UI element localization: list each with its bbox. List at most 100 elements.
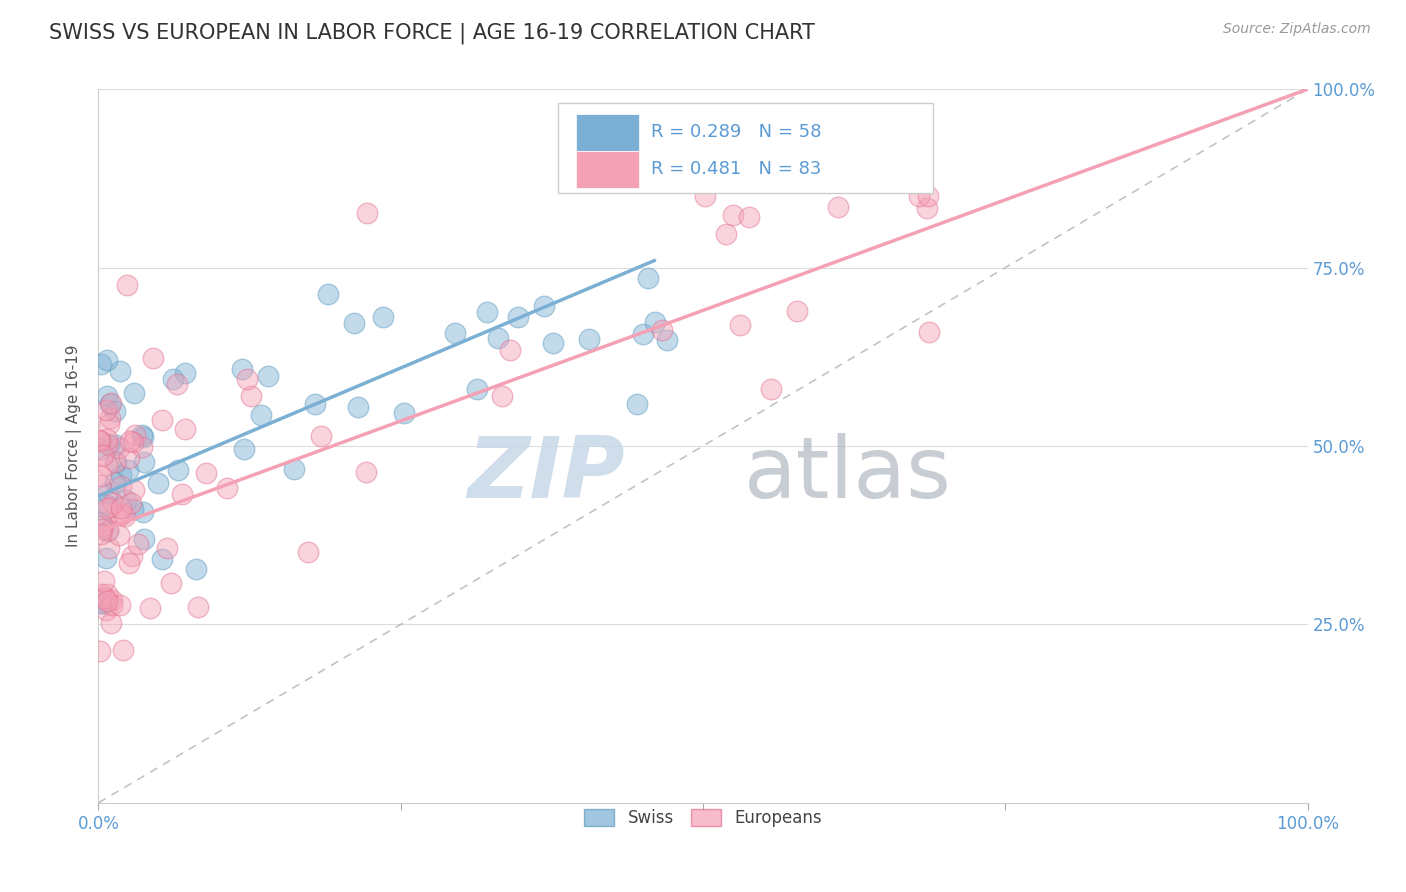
Point — [541, 335, 564, 350]
Point — [486, 331, 509, 345]
Point — [98, 500, 121, 514]
Point — [146, 475, 169, 490]
Point — [644, 315, 666, 329]
Point — [98, 438, 121, 452]
Point — [122, 483, 145, 498]
Point — [170, 487, 193, 501]
Point — [508, 310, 530, 324]
Point — [93, 591, 115, 606]
Point — [117, 463, 139, 477]
Legend: Swiss, Europeans: Swiss, Europeans — [578, 802, 828, 834]
Point — [309, 429, 332, 443]
Point — [626, 397, 648, 411]
Point — [134, 532, 156, 546]
Point — [915, 201, 938, 215]
Point — [100, 616, 122, 631]
Point — [491, 389, 513, 403]
Point — [131, 440, 153, 454]
Point — [371, 310, 394, 324]
Point — [655, 333, 678, 347]
Point — [96, 353, 118, 368]
Point — [283, 462, 305, 476]
Point — [108, 441, 131, 455]
Point — [162, 372, 184, 386]
Text: SWISS VS EUROPEAN IN LABOR FORCE | AGE 16-19 CORRELATION CHART: SWISS VS EUROPEAN IN LABOR FORCE | AGE 1… — [49, 22, 815, 44]
Point — [167, 463, 190, 477]
Point — [115, 278, 138, 293]
Point — [97, 417, 120, 431]
Point — [91, 587, 114, 601]
Point — [110, 468, 132, 483]
Point — [96, 389, 118, 403]
Point — [142, 351, 165, 365]
Point — [239, 389, 262, 403]
Point — [103, 496, 125, 510]
Point — [174, 422, 197, 436]
Point — [98, 541, 121, 555]
Point — [96, 403, 118, 417]
Point — [132, 455, 155, 469]
Point — [108, 598, 131, 612]
Point — [231, 362, 253, 376]
Point — [156, 541, 179, 556]
Y-axis label: In Labor Force | Age 16-19: In Labor Force | Age 16-19 — [66, 344, 83, 548]
Point — [121, 549, 143, 563]
Point — [121, 435, 143, 450]
Point — [257, 368, 280, 383]
Point — [90, 442, 112, 456]
Point — [104, 404, 127, 418]
Point — [721, 208, 744, 222]
Point — [173, 366, 195, 380]
Point — [110, 507, 132, 521]
Point — [908, 189, 931, 203]
Point — [150, 413, 173, 427]
Point — [533, 300, 555, 314]
Point — [236, 371, 259, 385]
Point — [96, 500, 118, 515]
Point — [107, 527, 129, 541]
Point — [120, 496, 142, 510]
Point — [728, 318, 751, 332]
Point — [342, 316, 364, 330]
Point — [250, 409, 273, 423]
Point — [159, 576, 181, 591]
Point — [917, 189, 939, 203]
Point — [114, 508, 136, 523]
Text: atlas: atlas — [744, 433, 952, 516]
Point — [695, 189, 717, 203]
Point — [354, 465, 377, 479]
Point — [94, 603, 117, 617]
Point — [304, 397, 326, 411]
Point — [356, 206, 378, 220]
Point — [108, 508, 131, 522]
Point — [96, 437, 118, 451]
Point — [96, 594, 118, 608]
Point — [104, 455, 127, 469]
Point — [89, 434, 111, 448]
Text: R = 0.289   N = 58: R = 0.289 N = 58 — [651, 123, 821, 141]
Point — [631, 326, 654, 341]
FancyBboxPatch shape — [576, 114, 638, 151]
Point — [233, 442, 256, 456]
Point — [91, 448, 114, 462]
Point — [714, 227, 737, 242]
Point — [110, 479, 132, 493]
Point — [97, 524, 120, 538]
Point — [93, 574, 115, 588]
Point — [96, 498, 118, 512]
Point — [122, 502, 145, 516]
Point — [104, 455, 127, 469]
Point — [104, 475, 127, 490]
Point — [96, 458, 118, 472]
Point — [114, 492, 136, 507]
Point — [498, 343, 520, 357]
Point — [90, 357, 112, 371]
Point — [738, 211, 761, 225]
FancyBboxPatch shape — [576, 151, 638, 188]
Point — [91, 519, 114, 533]
Point — [97, 524, 120, 539]
Point — [101, 598, 124, 612]
Point — [467, 382, 489, 396]
Point — [131, 427, 153, 442]
Point — [98, 397, 121, 411]
